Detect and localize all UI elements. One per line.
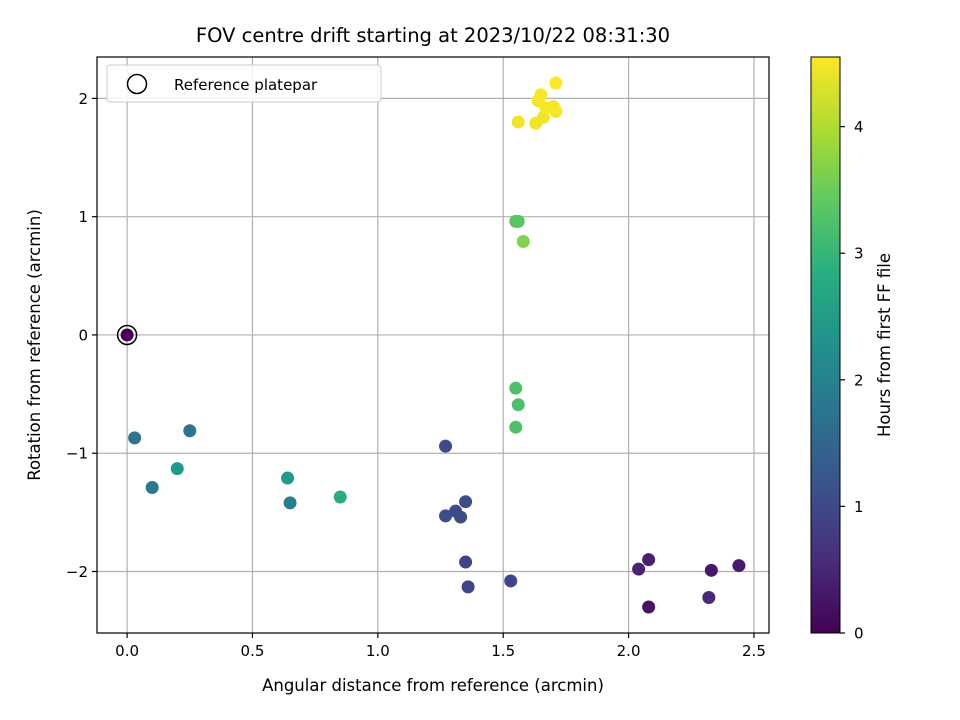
data-point — [549, 104, 563, 118]
data-point — [642, 600, 656, 614]
colorbar-tick-label: 3 — [854, 245, 864, 263]
legend-label-reference: Reference platepar — [174, 76, 318, 94]
data-point — [459, 555, 473, 569]
colorbar-tick-label: 4 — [854, 118, 864, 136]
data-point — [128, 431, 142, 445]
plot-frame — [96, 56, 770, 634]
grid-lines — [97, 57, 769, 633]
reference-platepar-marker — [116, 324, 138, 346]
chart-title: FOV centre drift starting at 2023/10/22 … — [196, 24, 670, 47]
data-point — [183, 424, 197, 438]
data-point — [120, 328, 134, 342]
data-point — [511, 214, 525, 228]
data-point — [534, 88, 548, 102]
colorbar-gradient — [810, 56, 841, 634]
data-point — [459, 495, 473, 509]
x-tick-label: 1.5 — [491, 642, 515, 660]
colorbar-tick-label: 0 — [854, 625, 864, 643]
y-tick-label: 1 — [78, 208, 88, 226]
x-tick-label: 0.0 — [115, 642, 139, 660]
data-point — [504, 574, 518, 588]
x-tick-label: 2.0 — [617, 642, 641, 660]
colorbar-tick-label: 1 — [854, 498, 864, 516]
data-point — [439, 439, 453, 453]
data-point — [511, 115, 525, 129]
data-point — [333, 490, 347, 504]
colorbar-ticks: 0 1 2 3 4 — [840, 118, 864, 643]
data-point — [461, 580, 475, 594]
x-tick-label: 2.5 — [742, 642, 766, 660]
data-point — [642, 553, 656, 567]
data-point — [283, 496, 297, 510]
y-tick-label: 0 — [78, 326, 88, 344]
legend-marker-reference — [126, 73, 148, 95]
data-point — [509, 381, 523, 395]
data-point — [704, 563, 718, 577]
y-tick-label: 2 — [78, 90, 88, 108]
legend-box — [106, 64, 382, 103]
colorbar-label: Hours from first FF file — [875, 253, 894, 437]
data-point — [632, 562, 646, 576]
y-tick-label: −2 — [66, 563, 88, 581]
x-axis-ticks: 0.0 0.5 1.0 1.5 2.0 2.5 — [115, 633, 766, 660]
y-axis-ticks: −2 −1 0 1 2 — [66, 90, 97, 581]
x-tick-label: 1.0 — [366, 642, 390, 660]
legend: Reference platepar — [106, 64, 382, 103]
data-point — [145, 481, 159, 495]
data-point — [549, 76, 563, 90]
data-point — [702, 591, 716, 605]
data-point — [516, 235, 530, 249]
data-point — [511, 398, 525, 412]
y-tick-label: −1 — [66, 445, 88, 463]
data-point — [454, 510, 468, 524]
colorbar-tick-label: 2 — [854, 371, 864, 389]
data-point — [509, 420, 523, 434]
x-axis-label: Angular distance from reference (arcmin) — [262, 676, 604, 695]
data-points — [116, 76, 746, 614]
data-point — [732, 559, 746, 573]
data-point — [170, 462, 184, 476]
x-tick-label: 0.5 — [241, 642, 265, 660]
data-point — [439, 509, 453, 523]
colorbar: 0 1 2 3 4 Hours from first FF file — [810, 56, 894, 643]
data-point — [281, 471, 295, 485]
y-axis-label: Rotation from reference (arcmin) — [25, 209, 44, 481]
